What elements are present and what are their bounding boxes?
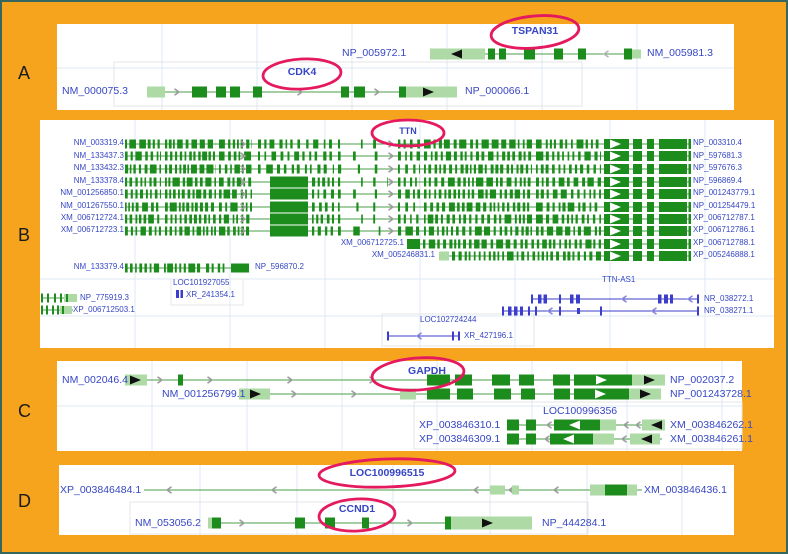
accession-label[interactable]: XP_003846310.1 xyxy=(419,419,501,431)
panel-letter-d: D xyxy=(18,491,31,511)
gene-label-gapdh[interactable]: GAPDH xyxy=(408,365,446,377)
accession-label[interactable]: NM_133432.3 xyxy=(73,163,124,172)
accession-label[interactable]: XM_003846262.1 xyxy=(670,419,753,431)
accession-label[interactable]: XR_427196.1 xyxy=(464,331,513,340)
accession-label[interactable]: NM_133437.3 xyxy=(73,151,124,160)
accession-label[interactable]: NM_001267550.1 xyxy=(60,201,124,210)
panel-letter-a: A xyxy=(18,63,31,83)
accession-label[interactable]: XP_003846484.1 xyxy=(60,484,142,496)
accession-label[interactable]: NP_444284.1 xyxy=(542,517,607,529)
accession-label[interactable]: XP_005246888.1 xyxy=(693,250,755,259)
accession-label[interactable]: NM_001256850.1 xyxy=(60,188,124,197)
accession-label[interactable]: NM_133378.4 xyxy=(73,176,124,185)
accession-label[interactable]: NR_038271.1 xyxy=(704,306,754,315)
accession-label[interactable]: XP_006712786.1 xyxy=(693,225,755,234)
accession-label[interactable]: NM_003319.4 xyxy=(73,138,124,147)
accession-label[interactable]: NP_002037.2 xyxy=(670,374,735,386)
accession-label[interactable]: NR_038272.1 xyxy=(704,294,754,303)
gene-label-ccnd1[interactable]: CCND1 xyxy=(338,503,376,515)
accession-label[interactable]: XM_006712724.1 xyxy=(60,213,124,222)
gene-label-ttn[interactable]: TTN xyxy=(399,126,417,136)
accession-label[interactable]: XM_006712723.1 xyxy=(60,225,124,234)
accession-label[interactable]: NM_000075.3 xyxy=(62,85,128,97)
accession-label[interactable]: NP_005972.1 xyxy=(342,47,407,59)
accession-label[interactable]: XR_241354.1 xyxy=(186,290,235,299)
accession-label[interactable]: XM_003846261.1 xyxy=(670,433,753,445)
accession-label[interactable]: NP_597676.3 xyxy=(693,163,742,172)
accession-label[interactable]: XM_005246831.1 xyxy=(371,250,435,259)
accession-label[interactable]: NM_001256799.1 xyxy=(162,388,246,400)
panel-letter-c: C xyxy=(18,401,31,421)
accession-label[interactable]: XP_006712787.1 xyxy=(693,213,755,222)
gene-label-tspan31[interactable]: TSPAN31 xyxy=(511,25,559,37)
gene-label-loc102724244[interactable]: LOC102724244 xyxy=(420,315,477,324)
gene-label-loc100996356[interactable]: LOC100996356 xyxy=(543,405,618,417)
accession-label[interactable]: NP_597681.3 xyxy=(693,151,742,160)
accession-label[interactable]: XM_006712725.1 xyxy=(340,238,404,247)
accession-label[interactable]: NM_133379.4 xyxy=(73,262,124,271)
accession-label[interactable]: NM_002046.4 xyxy=(62,374,128,386)
accession-label[interactable]: NP_596870.2 xyxy=(255,262,304,271)
panel-letter-b: B xyxy=(18,225,31,245)
gene-label-cdk4[interactable]: CDK4 xyxy=(287,66,317,78)
accession-label[interactable]: NP_596869.4 xyxy=(693,176,742,185)
accession-label[interactable]: NP_003310.4 xyxy=(693,138,742,147)
accession-label[interactable]: XM_003846436.1 xyxy=(644,484,727,496)
accession-label[interactable]: NM_005981.3 xyxy=(647,47,713,59)
accession-label[interactable]: NP_001243728.1 xyxy=(670,388,752,400)
gene-label-ttn-as1[interactable]: TTN-AS1 xyxy=(602,275,636,284)
accession-label[interactable]: XP_003846309.1 xyxy=(419,433,501,445)
accession-label[interactable]: XP_006712503.1 xyxy=(73,305,135,314)
accession-label[interactable]: NM_053056.2 xyxy=(135,517,201,529)
accession-label[interactable]: NP_001254479.1 xyxy=(693,201,756,210)
accession-label[interactable]: NP_775919.3 xyxy=(80,293,129,302)
accession-label[interactable]: NP_000066.1 xyxy=(465,85,530,97)
accession-label[interactable]: XP_006712788.1 xyxy=(693,238,755,247)
gene-label-loc100996515[interactable]: LOC100996515 xyxy=(349,467,425,479)
accession-label[interactable]: NP_001243779.1 xyxy=(693,188,756,197)
panel-a xyxy=(57,24,734,110)
panel-b xyxy=(40,120,774,348)
gene-label-loc101927055[interactable]: LOC101927055 xyxy=(173,278,230,287)
